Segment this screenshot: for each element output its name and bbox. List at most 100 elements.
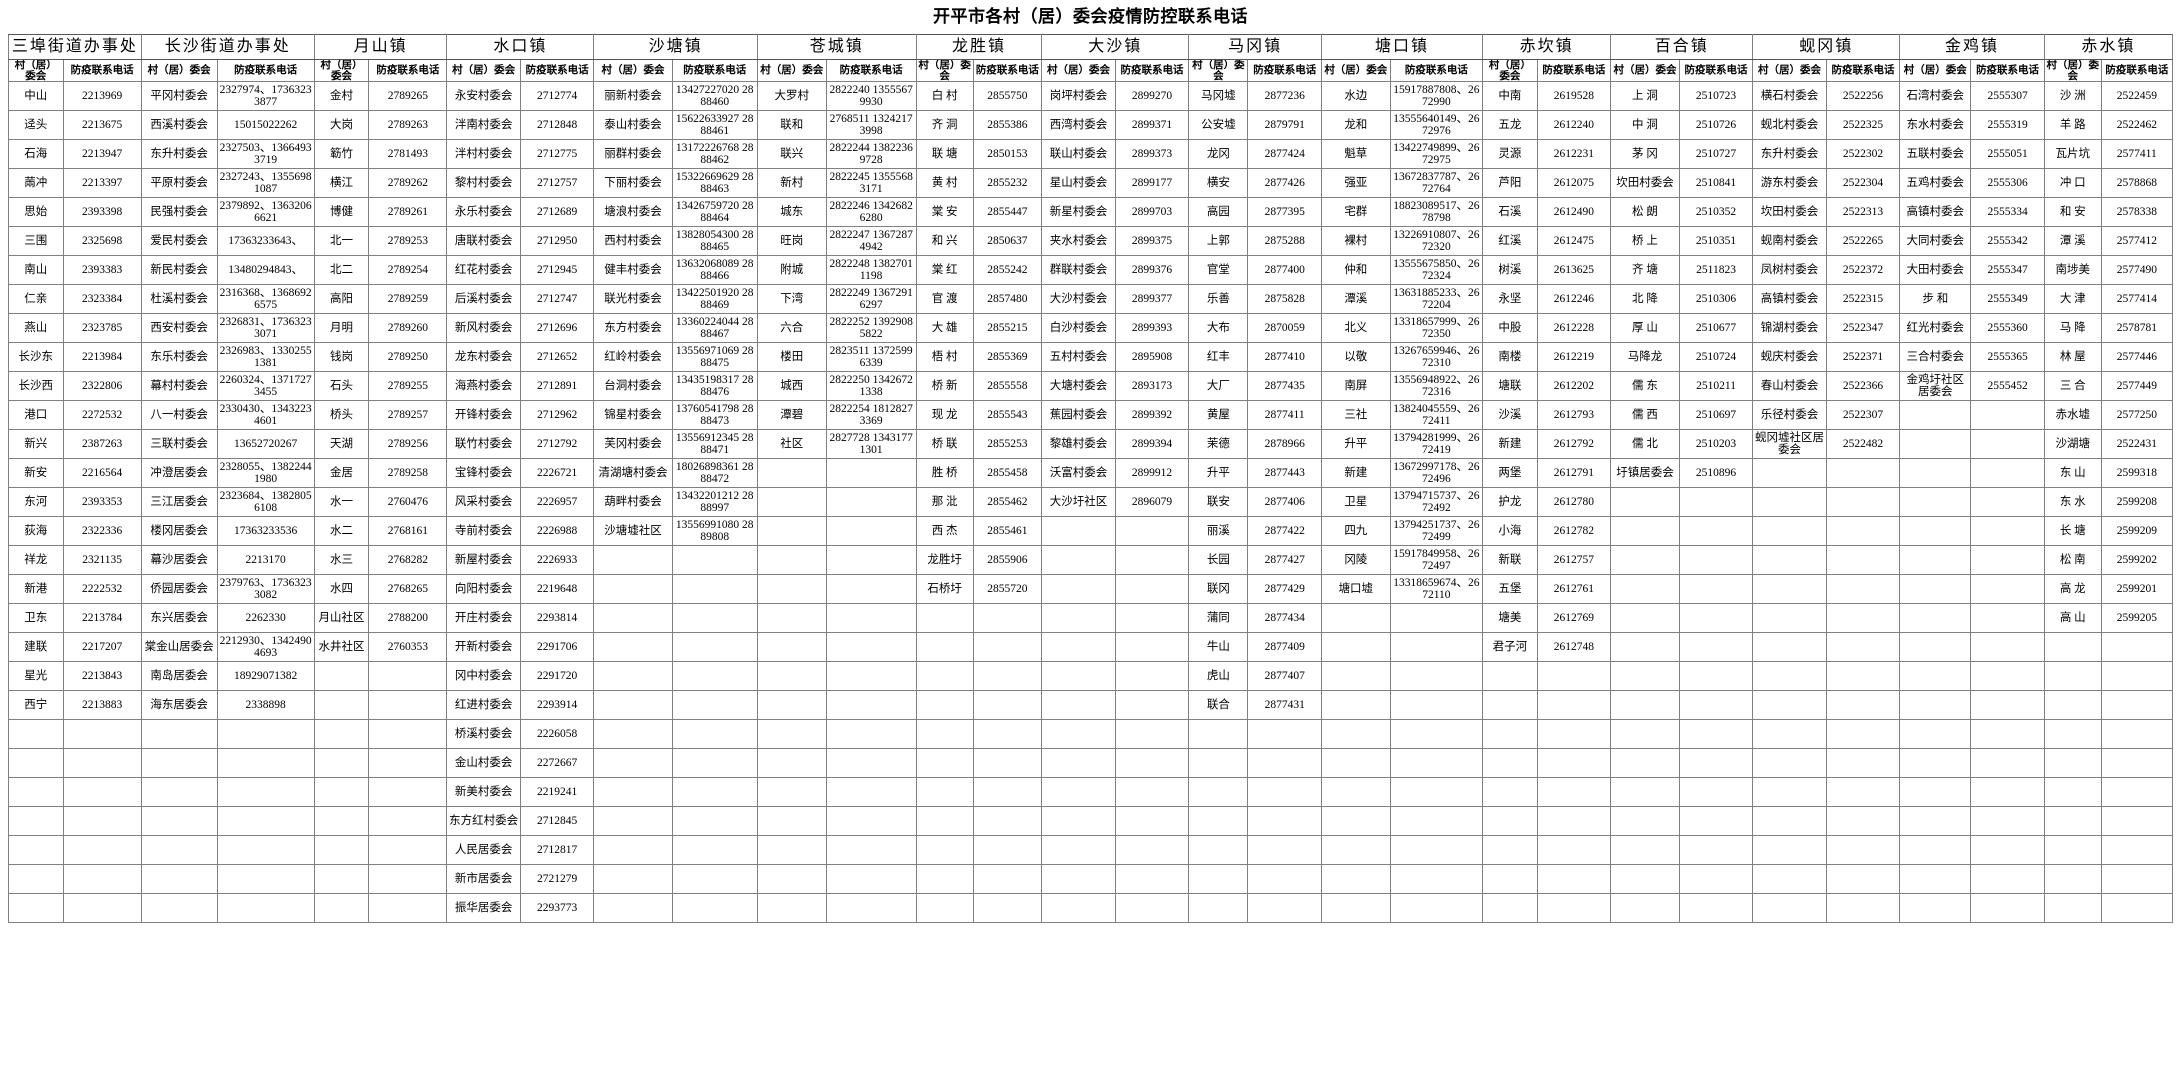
cell-village: 君子河 (1482, 632, 1538, 662)
col-header-phone-3: 防疫联系电话 (519, 59, 595, 82)
cell-phone (1114, 574, 1190, 604)
cell-phone: 2855242 (972, 255, 1043, 285)
cell-village (1188, 893, 1249, 923)
cell-phone (1114, 893, 1190, 923)
table-row: 新市居委会 2721279 (8, 864, 2174, 894)
cell-village (2043, 893, 2102, 923)
town-header-12: 蚬冈镇 (1752, 34, 1901, 60)
cell-village (1899, 516, 1972, 546)
cell-phone: 2293814 (519, 603, 595, 633)
cell-phone: 13672997178、2672496 (1389, 458, 1484, 488)
cell-phone: 2895908 (1114, 342, 1190, 372)
town-header-14: 赤水镇 (2043, 34, 2174, 60)
cell-phone: 2213784 (62, 603, 142, 633)
cell-village: 联竹村委会 (446, 429, 521, 459)
cell-phone: 2522482 (1825, 429, 1901, 459)
cell-village (756, 545, 827, 575)
cell-phone (62, 864, 142, 894)
cell-village: 升平 (1188, 458, 1249, 488)
col-header-village-3: 村（居）委会 (446, 59, 521, 82)
cell-village: 上 洞 (1610, 81, 1680, 111)
cell-phone: 2768511 13242173998 (825, 110, 917, 140)
cell-phone: 2522325 (1825, 110, 1901, 140)
cell-village: 三围 (8, 226, 64, 256)
cell-phone: 2555360 (1970, 313, 2045, 343)
cell-village (1041, 632, 1116, 662)
cell-phone: 2712848 (519, 110, 595, 140)
cell-village: 大 津 (2043, 284, 2102, 314)
cell-phone: 2899392 (1114, 400, 1190, 430)
cell-phone (825, 835, 917, 865)
col-header-village-4: 村（居）委会 (593, 59, 673, 82)
cell-phone (972, 864, 1043, 894)
cell-village (1752, 893, 1827, 923)
cell-village: 龙冈 (1188, 139, 1249, 169)
cell-phone: 2789254 (368, 255, 448, 285)
cell-village: 潭溪 (1320, 284, 1391, 314)
cell-village (1610, 574, 1680, 604)
cell-phone: 2877406 (1247, 487, 1322, 517)
cell-village (756, 690, 827, 720)
cell-phone: 2510352 (1678, 197, 1754, 227)
cell-phone: 13267659946、2672310 (1389, 342, 1484, 372)
col-header-village-1: 村（居）委会 (140, 59, 218, 82)
cell-village (1610, 690, 1680, 720)
cell-village: 牛山 (1188, 632, 1249, 662)
cell-phone: 2321135 (62, 545, 142, 575)
cell-phone (1825, 458, 1901, 488)
cell-phone: 2789261 (368, 197, 448, 227)
cell-phone (1678, 574, 1754, 604)
cell-phone: 2712945 (519, 255, 595, 285)
town-header-10: 赤坎镇 (1482, 34, 1612, 60)
cell-phone (368, 806, 448, 836)
cell-phone: 2822249 13672916297 (825, 284, 917, 314)
cell-village: 现 龙 (915, 400, 974, 430)
cell-village: 海东居委会 (140, 690, 218, 720)
cell-village (2043, 835, 2102, 865)
cell-phone: 2612782 (1536, 516, 1612, 546)
cell-village: 和 安 (2043, 197, 2102, 227)
cell-phone: 13422749899、2672975 (1389, 139, 1484, 169)
cell-phone: 2877400 (1247, 255, 1322, 285)
cell-phone: 13760541798 2888473 (671, 400, 758, 430)
cell-phone: 2855720 (972, 574, 1043, 604)
cell-village: 高镇村委会 (1899, 197, 1972, 227)
cell-village (313, 719, 370, 749)
cell-phone: 2323785 (62, 313, 142, 343)
cell-phone (2100, 748, 2174, 778)
cell-phone (1825, 603, 1901, 633)
cell-village (1752, 864, 1827, 894)
cell-village (140, 806, 218, 836)
cell-phone: 2522313 (1825, 197, 1901, 227)
cell-village: 城西 (756, 371, 827, 401)
cell-village: 宝锋村委会 (446, 458, 521, 488)
cell-village: 凤树村委会 (1752, 255, 1827, 285)
cell-village (756, 748, 827, 778)
cell-village: 东方村委会 (593, 313, 673, 343)
cell-village (915, 661, 974, 691)
cell-village: 风采村委会 (446, 487, 521, 517)
cell-village: 后溪村委会 (446, 284, 521, 314)
cell-phone: 2291706 (519, 632, 595, 662)
cell-village: 宅群 (1320, 197, 1391, 227)
cell-village: 北 降 (1610, 284, 1680, 314)
cell-phone: 2577414 (2100, 284, 2174, 314)
cell-phone: 2213969 (62, 81, 142, 111)
cell-village: 黎村村委会 (446, 168, 521, 198)
cell-phone: 2878966 (1247, 429, 1322, 459)
cell-phone (1970, 777, 2045, 807)
cell-phone (1114, 516, 1190, 546)
cell-village: 岗坪村委会 (1041, 81, 1116, 111)
cell-phone (1678, 748, 1754, 778)
cell-phone (671, 893, 758, 923)
cell-village (1899, 835, 1972, 865)
cell-village (593, 835, 673, 865)
cell-phone (2100, 806, 2174, 836)
cell-village: 南埗美 (2043, 255, 2102, 285)
cell-village: 东河 (8, 487, 64, 517)
cell-phone (1114, 719, 1190, 749)
cell-village: 联合 (1188, 690, 1249, 720)
cell-village (1899, 545, 1972, 575)
cell-village: 南屏 (1320, 371, 1391, 401)
cell-village: 月明 (313, 313, 370, 343)
